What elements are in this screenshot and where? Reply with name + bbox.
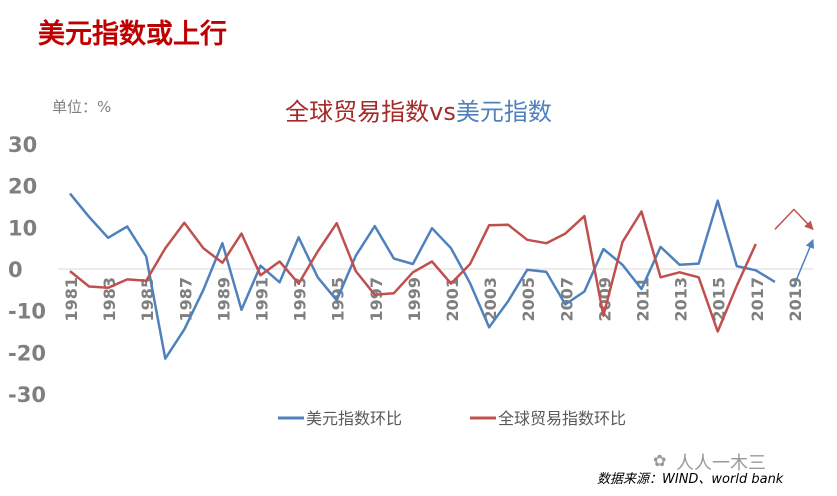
y-tick-label: 20 (8, 175, 37, 199)
x-tick-label: 2017 (748, 277, 767, 322)
x-tick-label: 1987 (176, 277, 195, 322)
y-tick-label: -20 (8, 341, 46, 365)
slide-heading: 美元指数或上行 (38, 19, 227, 50)
legend: 美元指数环比 全球贸易指数环比 (278, 409, 626, 428)
legend-label-2: 全球贸易指数环比 (498, 409, 626, 428)
x-tick-label: 2019 (786, 277, 805, 322)
y-tick-label: -10 (8, 300, 46, 324)
trend-arrow-2 (793, 238, 815, 286)
wechat-icon: ✿ (653, 451, 667, 470)
series-line-1 (69, 192, 776, 360)
x-tick-label: 1997 (367, 277, 386, 322)
x-tick-label: 1981 (62, 277, 81, 322)
trend-arrows (774, 208, 815, 286)
x-tick-label: 1989 (214, 277, 233, 322)
watermark: 人人一木三 (676, 453, 766, 474)
y-tick-label: 0 (8, 258, 23, 282)
y-axis-ticks: -30 -20 -10 0 10 20 30 (8, 133, 46, 407)
y-tick-label: 30 (8, 133, 37, 157)
y-tick-label: -30 (8, 383, 46, 407)
x-tick-label: 2007 (557, 277, 576, 322)
x-tick-label: 1999 (405, 277, 424, 322)
x-tick-label: 2001 (443, 277, 462, 322)
x-tick-label: 2015 (710, 277, 729, 322)
series-lines (69, 192, 776, 360)
y-tick-label: 10 (8, 216, 37, 240)
x-tick-label: 2003 (481, 277, 500, 322)
series-line-2 (69, 210, 757, 333)
x-tick-label: 1991 (253, 277, 272, 322)
x-tick-label: 1993 (291, 277, 310, 322)
chart-title: 全球贸易指数vs美元指数 (0, 92, 837, 127)
chart-title-part2: 美元指数 (455, 98, 552, 126)
x-tick-label: 2013 (672, 277, 691, 322)
x-axis-ticks: 1981 1983 1985 1987 1989 1991 1993 1995 1997 1999… (62, 277, 805, 322)
source-note: 数据来源：WIND、world bank (597, 472, 784, 487)
unit-label: 单位：% (52, 98, 112, 116)
legend-label-1: 美元指数环比 (306, 409, 402, 428)
trend-arrow-1 (774, 208, 814, 231)
x-tick-label: 2011 (634, 277, 653, 322)
x-tick-label: 2005 (519, 277, 538, 322)
chart-title-part1: 全球贸易指数vs (285, 98, 456, 126)
